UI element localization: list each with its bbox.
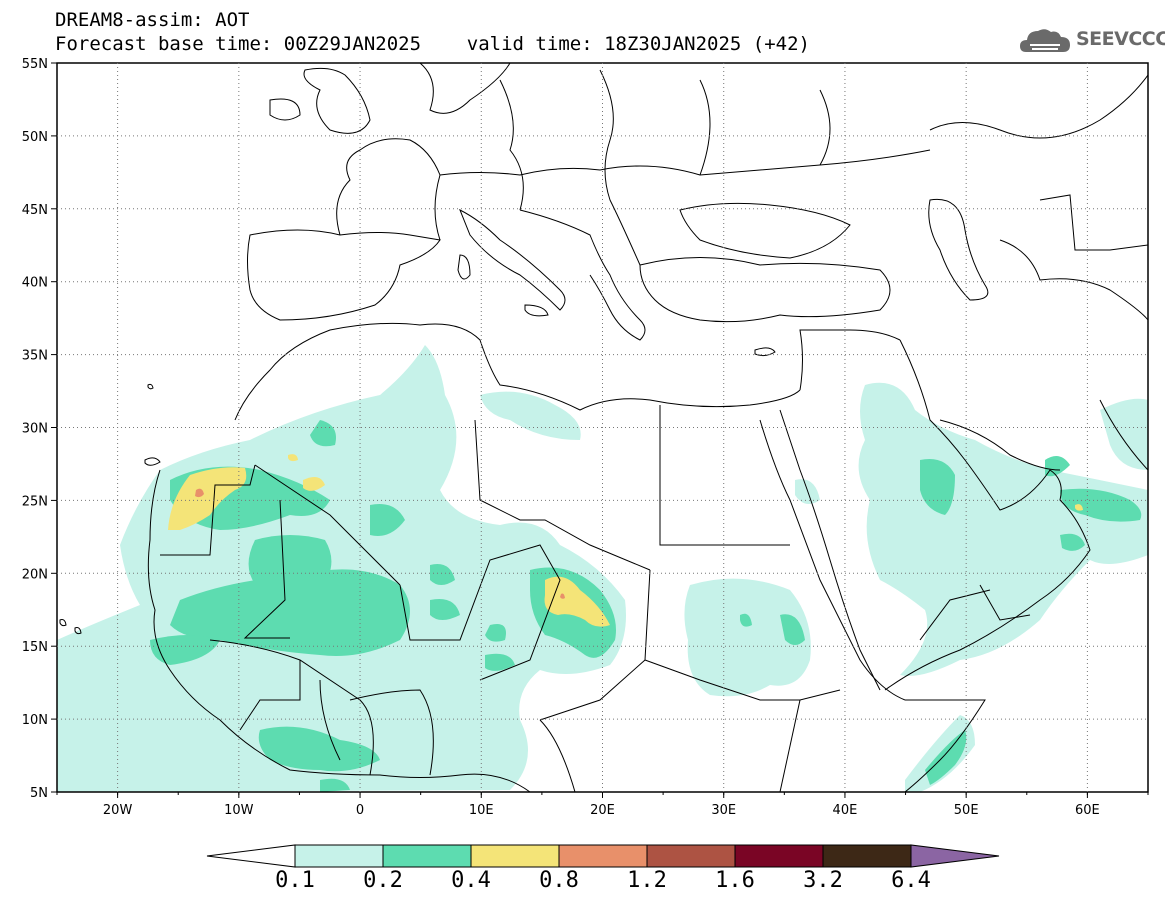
logo-text: SEEVCCC <box>1076 28 1165 50</box>
lon-tick-label: 20W <box>103 803 133 818</box>
colorbar-segment <box>470 844 560 868</box>
lat-tick-label: 30N <box>22 422 48 437</box>
lon-tick-label: 50E <box>954 803 979 818</box>
aot-contour-0.8 <box>195 488 565 599</box>
colorbar-label: 0.4 <box>451 868 491 893</box>
lat-tick-label: 55N <box>22 57 48 72</box>
lon-tick-label: 10E <box>469 803 494 818</box>
lat-tick-label: 15N <box>22 640 48 655</box>
lat-tick-label: 25N <box>22 494 48 509</box>
lat-tick-label: 20N <box>22 567 48 582</box>
colorbar-label: 6.4 <box>891 868 931 893</box>
colorbar-label: 0.8 <box>539 868 579 893</box>
lon-tick-label: 10W <box>224 803 254 818</box>
lon-tick-label: 0 <box>356 803 364 818</box>
lon-tick-label: 20E <box>590 803 615 818</box>
aot-contour-0.4 <box>168 454 1083 627</box>
forecast-time-label: Forecast base time: 00Z29JAN2025 valid t… <box>55 33 810 55</box>
lat-tick-label: 10N <box>22 713 48 728</box>
coastlines <box>59 63 1148 792</box>
lat-tick-labels: 55N 50N 45N 40N 35N 30N 25N 20N 15N 10N 5N <box>22 57 48 801</box>
lat-tick-label: 5N <box>30 786 48 801</box>
gridlines <box>57 63 1148 792</box>
colorbar-segment <box>294 844 384 868</box>
aot-contour-0.1 <box>57 345 1148 792</box>
colorbar-label: 1.6 <box>715 868 755 893</box>
tick-marks <box>51 62 1149 798</box>
lat-tick-label: 40N <box>22 276 48 291</box>
lon-tick-label: 30E <box>711 803 736 818</box>
colorbar-high-extend <box>910 844 1000 868</box>
lon-tick-labels: 20W 10W 0 10E 20E 30E 40E 50E 60E <box>103 803 1100 818</box>
colorbar <box>206 844 1000 868</box>
colorbar-segment <box>558 844 648 868</box>
colorbar-segment <box>734 844 824 868</box>
colorbar-label: 3.2 <box>803 868 843 893</box>
colorbar-low-extend <box>206 844 296 868</box>
lat-tick-label: 35N <box>22 349 48 364</box>
lat-tick-label: 45N <box>22 203 48 218</box>
lon-tick-label: 40E <box>833 803 858 818</box>
cloud-icon <box>1020 29 1070 52</box>
lat-tick-label: 50N <box>22 130 48 145</box>
lon-tick-label: 60E <box>1075 803 1100 818</box>
colorbar-label: 0.2 <box>363 868 403 893</box>
chart-title: DREAM8-assim: AOT <box>55 9 250 31</box>
colorbar-segment <box>822 844 912 868</box>
colorbar-segment <box>646 844 736 868</box>
colorbar-label: 1.2 <box>627 868 667 893</box>
colorbar-label: 0.1 <box>275 868 315 893</box>
aot-field-shading <box>57 345 1148 792</box>
colorbar-segment <box>382 844 472 868</box>
seevccc-logo: SEEVCCC <box>1018 22 1165 58</box>
